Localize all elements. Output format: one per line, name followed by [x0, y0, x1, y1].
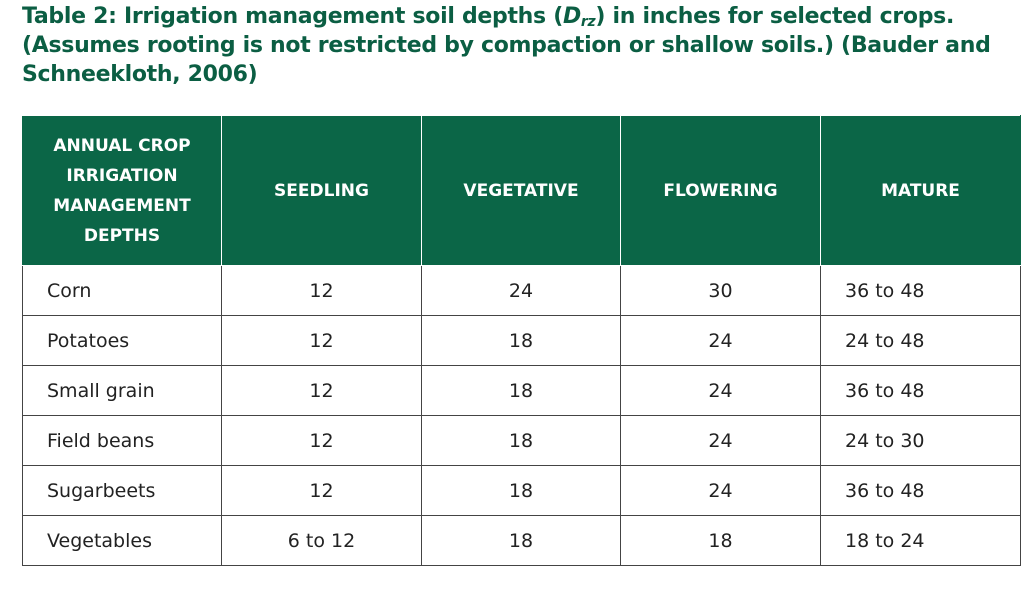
header-seedling: SEEDLING [221, 115, 422, 266]
crop-depth-table: ANNUAL CROP IRRIGATION MANAGEMENT DEPTHS… [22, 115, 1021, 566]
table-row: Potatoes 12 18 24 24 to 48 [22, 315, 1021, 366]
flowering-depth: 24 [620, 415, 821, 466]
mature-depth: 36 to 48 [820, 465, 1021, 516]
caption-text-end: ) in inches for selected crops. (Assumes… [22, 4, 991, 87]
header-crop: ANNUAL CROP IRRIGATION MANAGEMENT DEPTHS [22, 115, 222, 266]
seedling-depth: 12 [221, 465, 422, 516]
table-caption: Table 2: Irrigation management soil dept… [22, 2, 1012, 89]
vegetative-depth: 18 [421, 515, 621, 566]
crop-name: Field beans [22, 415, 222, 466]
table-header-row: ANNUAL CROP IRRIGATION MANAGEMENT DEPTHS… [22, 115, 1021, 266]
table-row: Vegetables 6 to 12 18 18 18 to 24 [22, 515, 1021, 566]
header-mature: MATURE [820, 115, 1021, 266]
table-row: Field beans 12 18 24 24 to 30 [22, 415, 1021, 466]
vegetative-depth: 18 [421, 365, 621, 416]
caption-text-start: Table 2: Irrigation management soil dept… [22, 4, 563, 29]
mature-depth: 36 to 48 [820, 365, 1021, 416]
mature-depth: 18 to 24 [820, 515, 1021, 566]
caption-symbol: D [562, 4, 581, 29]
table-row: Corn 12 24 30 36 to 48 [22, 265, 1021, 316]
vegetative-depth: 18 [421, 315, 621, 366]
vegetative-depth: 18 [421, 415, 621, 466]
flowering-depth: 24 [620, 365, 821, 416]
crop-name: Sugarbeets [22, 465, 222, 516]
vegetative-depth: 18 [421, 465, 621, 516]
flowering-depth: 30 [620, 265, 821, 316]
header-flowering: FLOWERING [620, 115, 821, 266]
seedling-depth: 12 [221, 365, 422, 416]
crop-name: Corn [22, 265, 222, 316]
header-vegetative: VEGETATIVE [421, 115, 621, 266]
seedling-depth: 12 [221, 415, 422, 466]
crop-name: Vegetables [22, 515, 222, 566]
mature-depth: 36 to 48 [820, 265, 1021, 316]
seedling-depth: 6 to 12 [221, 515, 422, 566]
crop-name: Small grain [22, 365, 222, 416]
table-row: Small grain 12 18 24 36 to 48 [22, 365, 1021, 416]
mature-depth: 24 to 30 [820, 415, 1021, 466]
seedling-depth: 12 [221, 265, 422, 316]
flowering-depth: 24 [620, 315, 821, 366]
flowering-depth: 24 [620, 465, 821, 516]
caption-subscript: rz [580, 14, 596, 30]
seedling-depth: 12 [221, 315, 422, 366]
table-row: Sugarbeets 12 18 24 36 to 48 [22, 465, 1021, 516]
flowering-depth: 18 [620, 515, 821, 566]
crop-name: Potatoes [22, 315, 222, 366]
mature-depth: 24 to 48 [820, 315, 1021, 366]
vegetative-depth: 24 [421, 265, 621, 316]
